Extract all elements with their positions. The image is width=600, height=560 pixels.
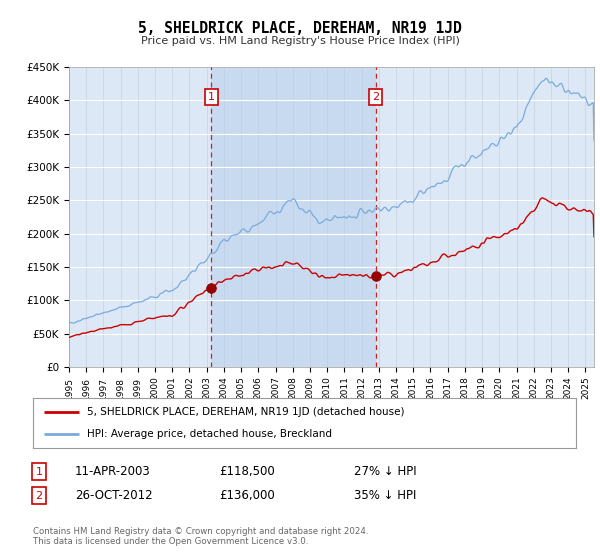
Text: £136,000: £136,000 [219,489,275,502]
Text: 5, SHELDRICK PLACE, DEREHAM, NR19 1JD (detached house): 5, SHELDRICK PLACE, DEREHAM, NR19 1JD (d… [88,407,405,417]
Text: £118,500: £118,500 [219,465,275,478]
Text: 26-OCT-2012: 26-OCT-2012 [75,489,152,502]
Bar [211,67,376,367]
Text: 27% ↓ HPI: 27% ↓ HPI [354,465,416,478]
Text: 1: 1 [35,466,43,477]
Text: 1: 1 [208,92,215,102]
Text: 11-APR-2003: 11-APR-2003 [75,465,151,478]
Text: 5, SHELDRICK PLACE, DEREHAM, NR19 1JD: 5, SHELDRICK PLACE, DEREHAM, NR19 1JD [138,21,462,36]
Text: HPI: Average price, detached house, Breckland: HPI: Average price, detached house, Brec… [88,429,332,439]
Text: 35% ↓ HPI: 35% ↓ HPI [354,489,416,502]
Text: 2: 2 [35,491,43,501]
Text: Price paid vs. HM Land Registry's House Price Index (HPI): Price paid vs. HM Land Registry's House … [140,36,460,46]
Text: Contains HM Land Registry data © Crown copyright and database right 2024.
This d: Contains HM Land Registry data © Crown c… [33,527,368,546]
Text: 2: 2 [372,92,379,102]
